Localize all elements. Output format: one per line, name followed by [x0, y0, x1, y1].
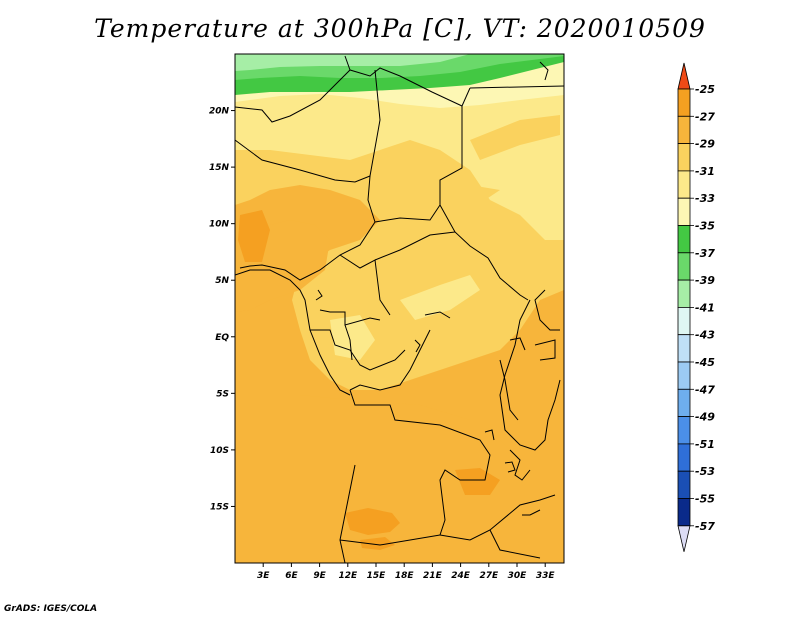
colorbar: -25 -27 -29 -31 -33 -35 -37 -39 -41 -43 -45 -47 -49 -…	[677, 62, 715, 552]
y-tick-label: 15S	[210, 502, 229, 512]
latitude-axis: 20N 15N 10N 5N EQ 5S 10S 15S	[209, 107, 235, 512]
plot-title: Temperature at 300hPa [C], VT: 202001050…	[94, 14, 706, 43]
colorbar-label: -39	[695, 274, 715, 287]
x-tick-label: 6E	[285, 571, 298, 581]
y-tick-label: 10N	[209, 220, 230, 230]
x-tick-label: 21E	[423, 571, 443, 581]
x-tick-label: 33E	[536, 571, 556, 581]
colorbar-swatch	[677, 225, 691, 254]
credit-label: GrADS: IGES/COLA	[4, 604, 98, 614]
colorbar-label: -29	[695, 138, 715, 151]
x-tick-label: 24E	[451, 571, 471, 581]
colorbar-top-arrow	[677, 62, 691, 90]
longitude-axis: 3E 6E 9E 12E 15E 18E 21E 24E 27E 30E 33E	[257, 563, 555, 581]
x-tick-label: 9E	[313, 571, 326, 581]
colorbar-swatch	[677, 498, 691, 527]
colorbar-swatch	[677, 470, 691, 499]
colorbar-label: -51	[695, 438, 715, 451]
colorbar-label: -25	[695, 83, 715, 96]
x-tick-label: 27E	[479, 571, 499, 581]
colorbar-label: -49	[695, 411, 715, 424]
colorbar-label: -53	[695, 465, 715, 478]
y-tick-label: 5N	[215, 276, 229, 286]
colorbar-label: -31	[695, 165, 715, 178]
colorbar-swatch	[677, 115, 691, 145]
colorbar-swatch	[677, 306, 691, 336]
colorbar-label: -35	[695, 220, 715, 233]
x-tick-label: 3E	[257, 571, 270, 581]
colorbar-label: -57	[695, 520, 715, 533]
colorbar-label: -47	[695, 383, 715, 396]
colorbar-label: -27	[695, 110, 715, 123]
colorbar-swatch	[677, 143, 691, 172]
colorbar-label: -43	[695, 329, 715, 342]
colorbar-swatch	[677, 88, 691, 117]
y-tick-label: EQ	[215, 333, 229, 343]
colorbar-label: -45	[695, 356, 715, 369]
colorbar-label: -33	[695, 192, 715, 205]
country-borders	[235, 55, 564, 563]
colorbar-label: -55	[695, 493, 715, 506]
y-tick-label: 15N	[209, 163, 230, 173]
colorbar-bottom-arrow	[677, 525, 691, 552]
colorbar-swatch	[677, 361, 691, 390]
colorbar-swatch	[677, 388, 691, 417]
temperature-field	[235, 54, 564, 563]
y-tick-label: 5S	[216, 389, 229, 399]
colorbar-swatch	[677, 416, 691, 445]
y-tick-label: 20N	[209, 107, 230, 117]
x-tick-label: 18E	[395, 571, 415, 581]
colorbar-swatch	[677, 170, 691, 199]
colorbar-swatch	[677, 443, 691, 472]
map-frame	[234, 53, 565, 564]
y-tick-label: 10S	[210, 446, 229, 456]
x-tick-label: 12E	[338, 571, 358, 581]
colorbar-label: -37	[695, 247, 715, 260]
colorbar-swatch	[677, 252, 691, 281]
colorbar-swatch	[677, 279, 691, 308]
x-tick-label: 15E	[367, 571, 387, 581]
colorbar-label: -41	[695, 301, 715, 314]
colorbar-swatch	[677, 334, 691, 363]
x-tick-label: 30E	[508, 571, 528, 581]
colorbar-swatch	[677, 197, 691, 226]
